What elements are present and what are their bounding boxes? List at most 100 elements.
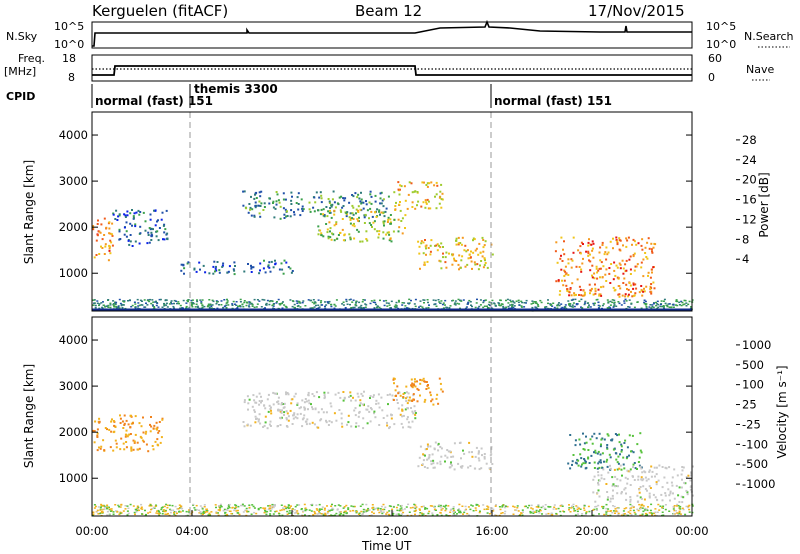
- power-cell: [259, 269, 261, 272]
- power-cell: [598, 294, 601, 297]
- velocity-cell: [623, 513, 626, 515]
- power-cell: [387, 195, 390, 198]
- velocity-cell: [140, 503, 143, 506]
- power-cell: [357, 219, 360, 222]
- velocity-cell: [419, 445, 422, 448]
- x-tick-label: 20:00: [575, 524, 608, 538]
- power-cell: [159, 298, 162, 301]
- power-cell: [454, 304, 457, 306]
- power-cell: [560, 268, 563, 271]
- velocity-cell: [272, 391, 275, 394]
- velocity-cell: [188, 509, 190, 511]
- velocity-cell: [520, 512, 522, 514]
- velocity-cell: [543, 507, 546, 509]
- velocity-cell: [439, 511, 442, 514]
- power-cell: [479, 299, 482, 301]
- velocity-cell: [492, 508, 495, 511]
- velocity-cell: [108, 506, 110, 509]
- power-cell: [129, 212, 132, 215]
- power-cell: [389, 222, 392, 225]
- power-cell: [571, 299, 574, 301]
- power-cell: [138, 242, 141, 245]
- velocity-cell: [613, 468, 616, 471]
- velocity-cell: [253, 507, 256, 509]
- velocity-cell: [422, 377, 425, 380]
- power-cell: [428, 182, 431, 185]
- velocity-cell: [269, 507, 271, 510]
- velocity-cell: [638, 491, 641, 494]
- power-cell: [286, 210, 288, 213]
- velocity-cell: [453, 442, 456, 445]
- velocity-cell: [332, 508, 335, 510]
- power-cell: [571, 259, 574, 262]
- power-cell: [642, 258, 645, 261]
- velocity-cell: [620, 450, 623, 453]
- velocity-cell: [639, 432, 642, 435]
- velocity-cell: [92, 514, 95, 516]
- power-cell: [251, 305, 254, 307]
- velocity-cell: [141, 508, 144, 510]
- power-cell: [102, 304, 105, 306]
- power-cell: [579, 288, 582, 291]
- velocity-cell: [202, 513, 204, 515]
- power-cell: [334, 206, 337, 209]
- velocity-cell: [421, 463, 424, 466]
- power-cell: [618, 302, 621, 305]
- colorbar-tick-label: 1000: [742, 338, 771, 352]
- power-cell: [372, 221, 375, 224]
- power-cell: [662, 305, 665, 308]
- power-cell: [130, 306, 133, 308]
- power-cell: [116, 219, 119, 221]
- power-cell: [225, 304, 228, 306]
- velocity-cell: [622, 513, 625, 515]
- power-cell: [559, 257, 562, 260]
- velocity-cell: [237, 505, 240, 508]
- velocity-cell: [100, 504, 103, 507]
- power-cell: [423, 263, 426, 266]
- power-cell: [403, 302, 406, 304]
- velocity-cell: [571, 505, 573, 507]
- velocity-cell: [343, 397, 346, 400]
- velocity-cell: [438, 377, 441, 380]
- velocity-cell: [611, 438, 614, 441]
- velocity-cell: [673, 513, 676, 515]
- power-cell: [250, 195, 252, 198]
- velocity-cell: [599, 453, 602, 456]
- velocity-cell: [629, 509, 632, 512]
- velocity-cell: [319, 419, 322, 422]
- velocity-cell: [323, 507, 326, 510]
- power-cell: [616, 266, 619, 269]
- velocity-cell: [437, 444, 440, 446]
- velocity-cell: [663, 476, 666, 479]
- velocity-cell: [397, 407, 400, 410]
- power-cell: [593, 272, 596, 275]
- power-cell: [618, 293, 621, 296]
- velocity-cell: [111, 418, 113, 421]
- power-cell: [640, 266, 643, 269]
- power-cell: [471, 267, 473, 270]
- velocity-cell: [559, 510, 562, 513]
- velocity-cell: [257, 507, 260, 510]
- power-cell: [625, 237, 628, 240]
- velocity-cell: [122, 427, 125, 429]
- velocity-cell: [366, 422, 369, 425]
- power-cell: [107, 259, 110, 262]
- power-cell: [277, 298, 280, 301]
- power-cell: [370, 210, 373, 213]
- velocity-cell: [407, 399, 410, 402]
- power-cell: [636, 263, 639, 266]
- velocity-cell: [159, 441, 162, 444]
- power-cell: [255, 197, 258, 199]
- power-cell: [513, 302, 516, 304]
- power-cell: [578, 266, 581, 268]
- power-cell: [341, 206, 344, 209]
- velocity-cell: [322, 513, 325, 515]
- velocity-cell: [336, 508, 339, 510]
- velocity-cell: [611, 476, 614, 479]
- velocity-cell: [452, 511, 455, 513]
- power-cell: [618, 239, 621, 242]
- velocity-cell: [357, 513, 360, 515]
- velocity-cell: [620, 491, 623, 493]
- velocity-cell: [296, 403, 299, 406]
- velocity-cell: [350, 505, 353, 507]
